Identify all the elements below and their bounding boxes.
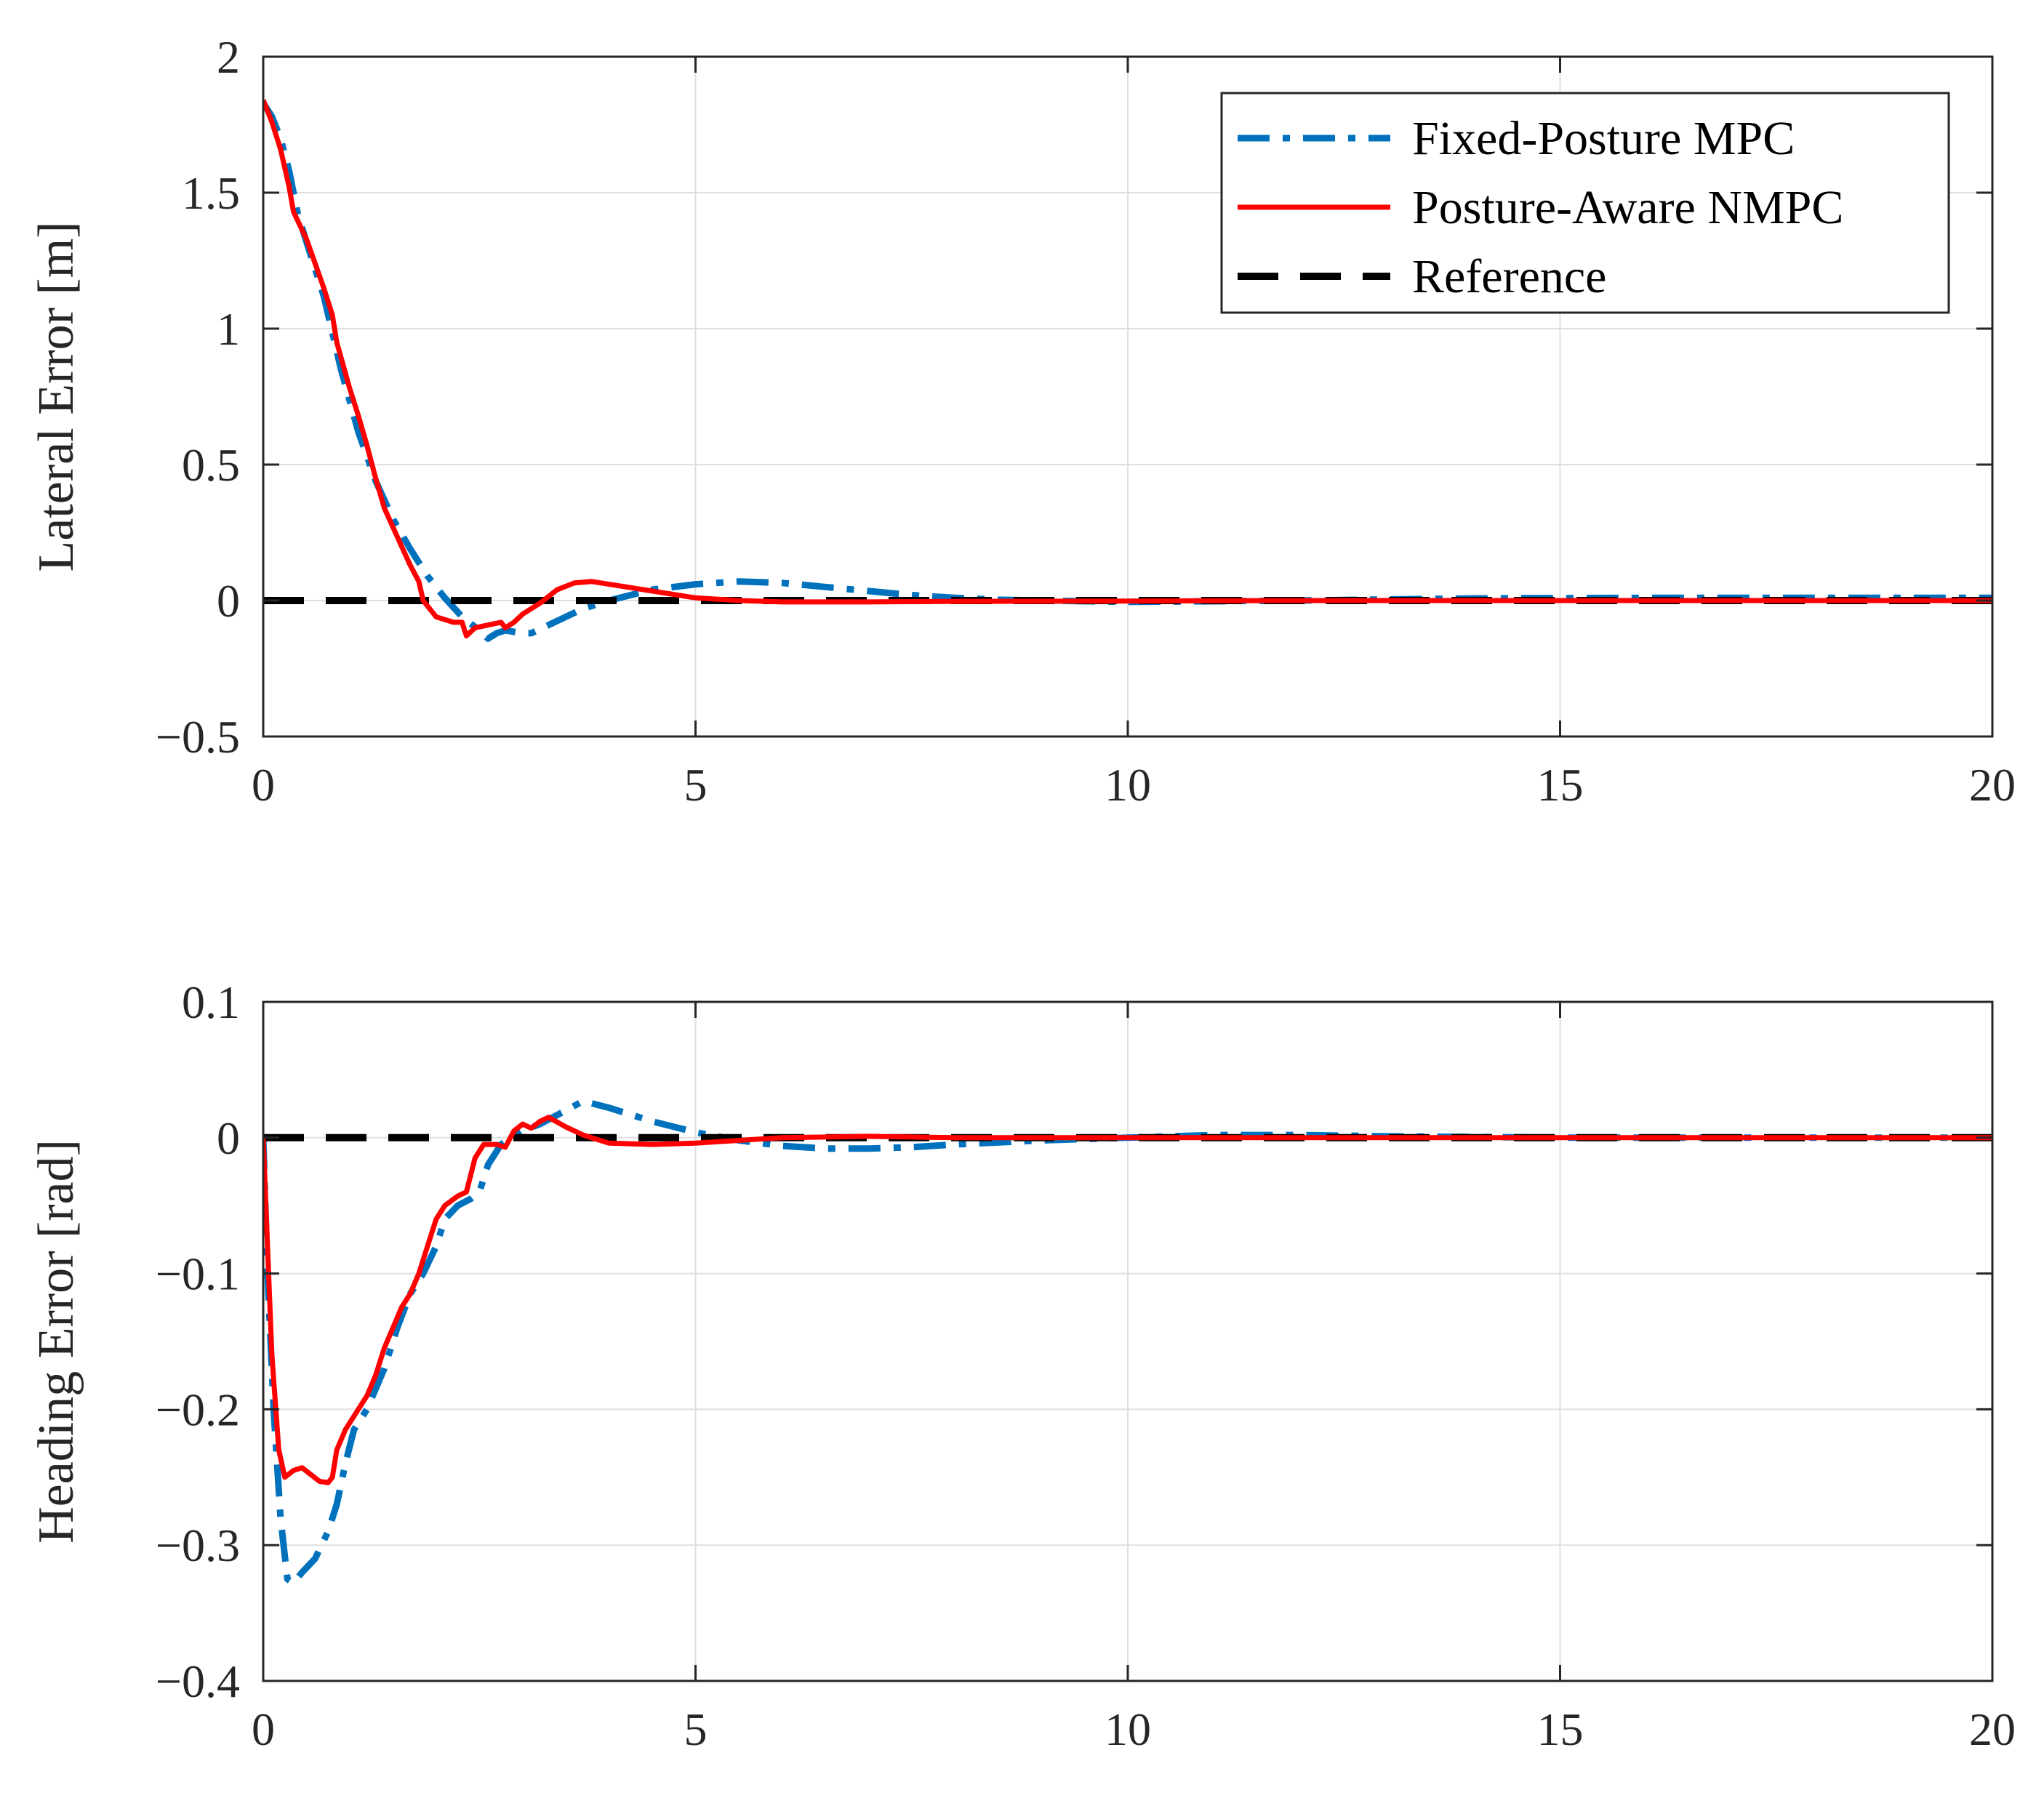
x-tick-label: 0 xyxy=(252,1703,275,1755)
legend-label: Posture-Aware NMPC xyxy=(1412,181,1843,234)
x-tick-label: 15 xyxy=(1537,759,1584,811)
x-tick-label: 20 xyxy=(1969,759,2016,811)
y-tick-label: 0 xyxy=(217,575,240,627)
x-tick-label: 5 xyxy=(684,1703,708,1755)
series-line-posture-aware-nmpc xyxy=(263,1115,1992,1485)
x-tick-label: 10 xyxy=(1105,1703,1151,1755)
series-line-fixed-posture-mpc xyxy=(263,1097,1992,1586)
chart-heading: 0 5 10 15 20 −0.4 −0.3 −0.2 −0.1 0 0.1 Heading Erro… xyxy=(28,976,2016,1755)
y-axis-label: Lateral Error [m] xyxy=(28,222,84,572)
x-tick-label: 10 xyxy=(1105,759,1151,811)
x-tick-label: 0 xyxy=(252,759,275,811)
y-tick-label: −0.3 xyxy=(156,1520,240,1571)
y-tick-label: 0 xyxy=(217,1112,240,1164)
legend-label: Fixed-Posture MPC xyxy=(1412,112,1795,165)
x-tick-label: 20 xyxy=(1969,1703,2016,1755)
y-axis-label: Heading Error [rad] xyxy=(28,1139,84,1544)
y-tick-label: 0.5 xyxy=(182,439,240,491)
legend-label: Reference xyxy=(1412,250,1606,303)
y-tick-label: −0.4 xyxy=(156,1655,240,1707)
legend-box xyxy=(1220,92,1950,314)
y-tick-label: 0.1 xyxy=(182,976,240,1028)
y-tick-label: 1.5 xyxy=(182,167,240,219)
y-tick-label: −0.2 xyxy=(156,1384,240,1435)
legend: Fixed-Posture MPC Posture-Aware NMPC Refer… xyxy=(1220,92,1950,314)
y-tick-label: −0.5 xyxy=(156,711,240,763)
y-tick-label: −0.1 xyxy=(156,1248,240,1300)
y-tick-label: 1 xyxy=(217,303,240,355)
x-tick-label: 5 xyxy=(684,759,708,811)
y-tick-label: 2 xyxy=(217,31,240,83)
series-line-posture-aware-nmpc xyxy=(263,99,1992,639)
x-tick-label: 15 xyxy=(1537,1703,1584,1755)
